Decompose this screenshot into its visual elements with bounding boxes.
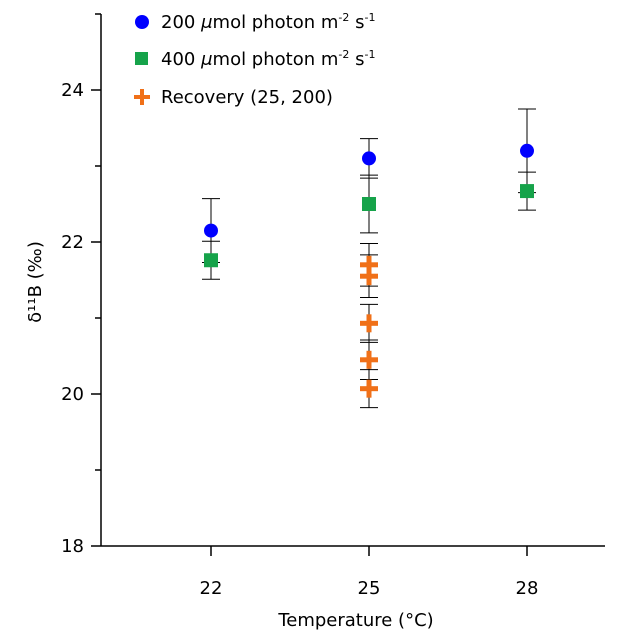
- data-point-square: [362, 197, 376, 211]
- legend-label-recovery: Recovery (25, 200): [161, 87, 333, 108]
- data-point-circle: [362, 151, 376, 166]
- y-tick-label: 18: [61, 536, 84, 557]
- y-tick-label: 24: [61, 80, 84, 101]
- legend-label-400: 400 μmol photon m-2 s-1: [161, 48, 375, 70]
- data-point-plus: [360, 314, 378, 333]
- series-3: [360, 243, 378, 409]
- x-tick-label: 25: [358, 578, 381, 599]
- y-tick-label: 20: [61, 384, 84, 405]
- legend-marker-square: [135, 52, 148, 65]
- y-axis-title: δ¹¹B (‰): [25, 241, 46, 323]
- data-point-circle: [204, 223, 218, 238]
- data-point-plus: [360, 255, 378, 274]
- legend: 200 μmol photon m-2 s-1 400 μmol photon …: [134, 11, 375, 108]
- data-point-plus: [360, 267, 378, 286]
- series-2: [202, 171, 536, 280]
- series-layer: [202, 108, 536, 409]
- x-tick-label: 22: [200, 578, 223, 599]
- data-point-plus: [360, 350, 378, 369]
- legend-marker-plus: [134, 89, 150, 105]
- data-point-plus: [360, 379, 378, 398]
- y-ticks: 18 20 22 24: [61, 13, 101, 557]
- data-point-square: [204, 253, 218, 268]
- x-tick-label: 28: [516, 578, 539, 599]
- data-point-circle: [520, 143, 534, 158]
- y-tick-label: 22: [61, 232, 84, 253]
- x-axis-title: Temperature (°C): [277, 610, 433, 631]
- x-ticks: 22 25 28: [200, 546, 539, 599]
- legend-label-200: 200 μmol photon m-2 s-1: [161, 11, 375, 33]
- axes: 18 20 22 24 22 25 28 δ¹¹B (‰) Temperature (°C…: [25, 13, 605, 631]
- legend-marker-circle: [135, 15, 149, 29]
- data-point-square: [520, 184, 534, 199]
